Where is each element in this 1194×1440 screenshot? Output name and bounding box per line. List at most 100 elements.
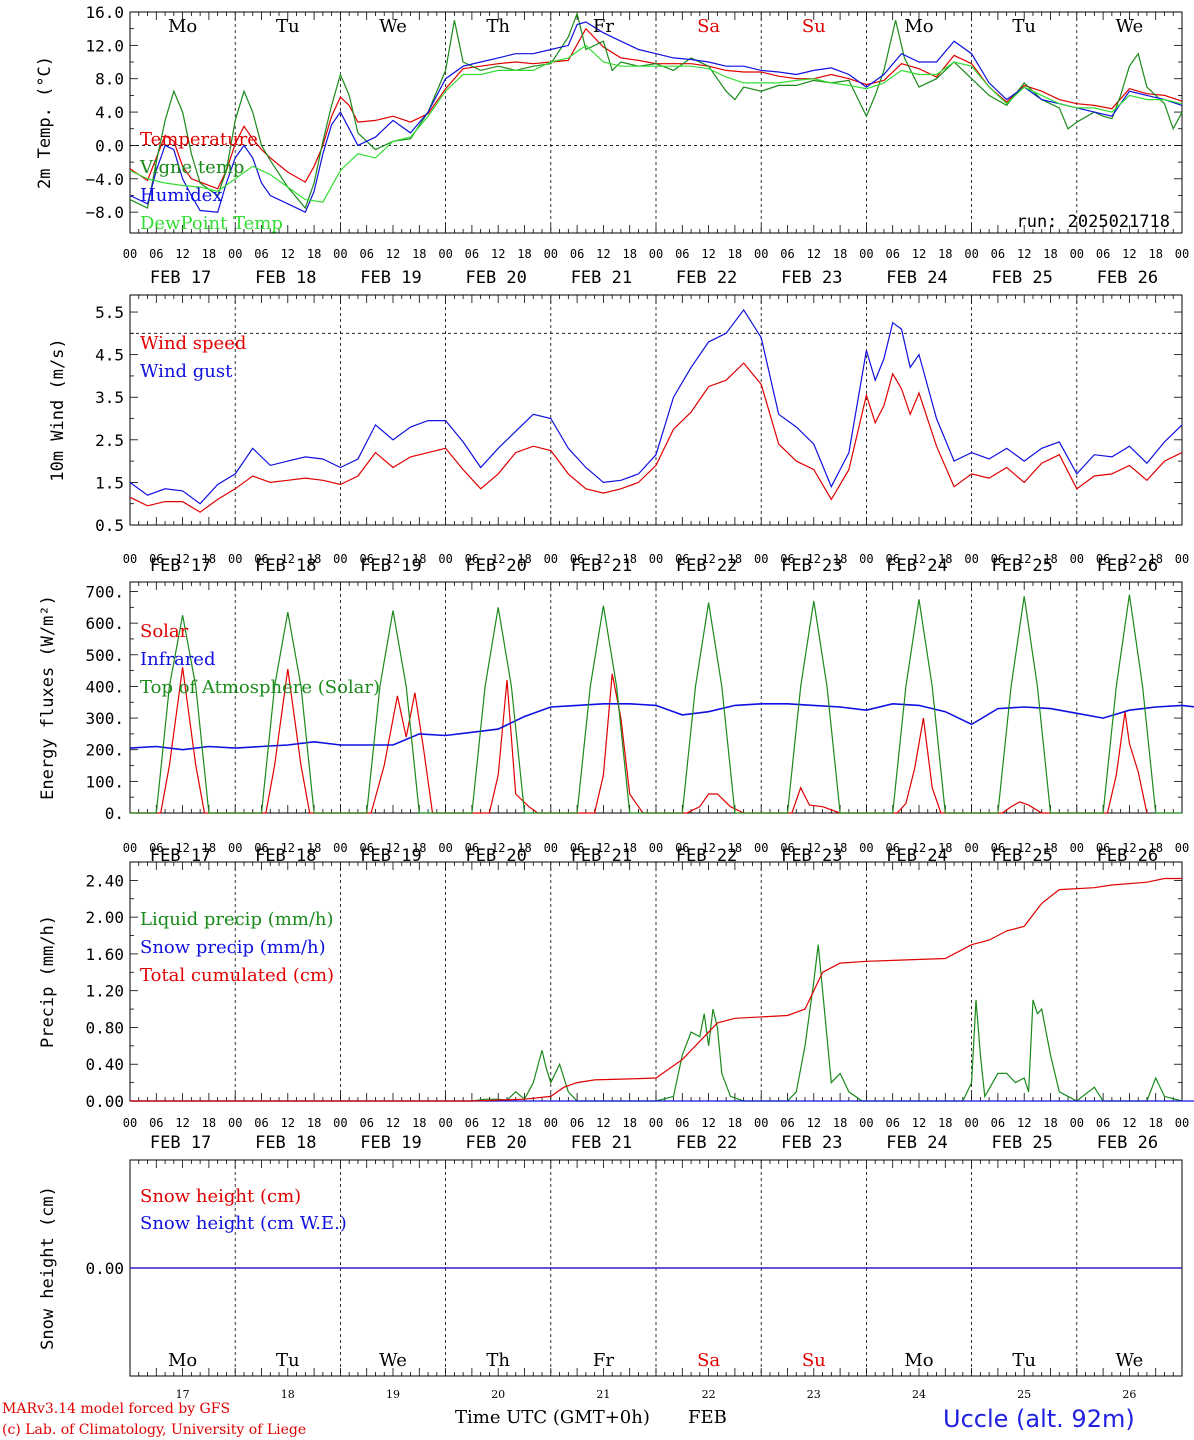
date-label: FEB 23: [781, 846, 842, 866]
date-label: FEB 26: [1097, 268, 1158, 288]
y-tick-label: 5.5: [95, 303, 124, 322]
y-tick-label: 0.80: [85, 1018, 124, 1037]
hour-tick-label: 00: [1070, 552, 1084, 566]
day-number: 18: [281, 1388, 295, 1401]
hour-tick-label: 00: [438, 1116, 452, 1130]
legend-entry: Top of Atmosphere (Solar): [140, 677, 380, 698]
date-label: FEB 21: [571, 846, 632, 866]
day-name: We: [1116, 16, 1144, 37]
hour-tick-label: 06: [465, 247, 479, 261]
hour-tick-label: 06: [570, 1116, 584, 1130]
hour-tick-label: 00: [123, 1116, 137, 1130]
day-number: 25: [1017, 1388, 1031, 1401]
y-tick-label: 400.: [85, 677, 124, 696]
date-label: FEB 20: [465, 556, 526, 576]
date-label: FEB 20: [465, 846, 526, 866]
hour-tick-label: 18: [833, 841, 847, 855]
hour-tick-label: 06: [675, 552, 689, 566]
date-label: FEB 26: [1097, 846, 1158, 866]
day-name: Mo: [168, 16, 197, 37]
hour-tick-label: 12: [1017, 1116, 1031, 1130]
hour-tick-label: 12: [701, 1116, 715, 1130]
hour-tick-label: 18: [517, 552, 531, 566]
hour-tick-label: 06: [254, 1116, 268, 1130]
y-tick-label: −4.0: [85, 170, 124, 189]
hour-tick-label: 18: [1043, 1116, 1057, 1130]
hour-tick-label: 18: [1148, 247, 1162, 261]
model-credit: MARv3.14 model forced by GFS: [2, 1401, 230, 1417]
hour-tick-label: 06: [885, 552, 899, 566]
hour-tick-label: 18: [517, 841, 531, 855]
hour-tick-label: 00: [544, 552, 558, 566]
date-label: FEB 19: [360, 268, 421, 288]
date-label: FEB 23: [781, 268, 842, 288]
hour-tick-label: 12: [1122, 841, 1136, 855]
legend-entry: Total cumulated (cm): [140, 965, 334, 986]
hour-tick-label: 18: [833, 1116, 847, 1130]
hour-tick-label: 18: [1043, 247, 1057, 261]
date-label: FEB 23: [781, 1133, 842, 1153]
y-tick-label: 0.: [105, 804, 124, 823]
hour-tick-label: 00: [228, 552, 242, 566]
hour-tick-label: 00: [754, 552, 768, 566]
hour-tick-label: 18: [622, 841, 636, 855]
hour-tick-label: 18: [412, 1116, 426, 1130]
y-axis-label: Precip (mm/h): [38, 915, 58, 1048]
hour-tick-label: 06: [780, 1116, 794, 1130]
date-label: FEB 22: [676, 268, 737, 288]
hour-tick-label: 18: [938, 841, 952, 855]
day-number: 20: [491, 1388, 505, 1401]
hour-tick-label: 18: [622, 552, 636, 566]
hour-tick-label: 00: [964, 1116, 978, 1130]
hour-tick-label: 18: [938, 1116, 952, 1130]
hour-tick-label: 12: [912, 247, 926, 261]
hour-tick-label: 18: [202, 247, 216, 261]
hour-tick-label: 12: [175, 247, 189, 261]
date-label: FEB 20: [465, 268, 526, 288]
hour-tick-label: 12: [701, 247, 715, 261]
hour-tick-label: 00: [228, 247, 242, 261]
day-name: Th: [486, 16, 510, 37]
hour-tick-label: 00: [438, 247, 452, 261]
hour-tick-label: 12: [596, 1116, 610, 1130]
hour-tick-label: 12: [1017, 247, 1031, 261]
month-label: FEB: [688, 1407, 727, 1428]
day-name: Fr: [593, 1350, 614, 1371]
hour-tick-label: 00: [228, 841, 242, 855]
hour-tick-label: 06: [780, 552, 794, 566]
series-line-humidex: [129, 21, 1183, 214]
y-tick-label: 0.5: [95, 516, 124, 535]
hour-tick-label: 06: [675, 247, 689, 261]
y-tick-label: 3.5: [95, 388, 124, 407]
series-line-wind-gust: [129, 308, 1183, 505]
date-label: FEB 18: [255, 846, 316, 866]
day-name: Tu: [1012, 16, 1036, 37]
day-name: We: [379, 1350, 407, 1371]
date-label: FEB 21: [571, 556, 632, 576]
panel-wind: 0.5 1.5 2.5 3.5 4.5 5.5 10m Wind (m/s) Wind spe…: [48, 294, 1189, 576]
hour-tick-label: 12: [386, 841, 400, 855]
hour-tick-label: 12: [807, 1116, 821, 1130]
date-label: FEB 23: [781, 556, 842, 576]
hour-tick-label: 18: [412, 841, 426, 855]
hour-tick-label: 12: [912, 1116, 926, 1130]
hour-tick-label: 12: [175, 552, 189, 566]
hour-tick-label: 12: [1122, 552, 1136, 566]
hour-tick-label: 06: [885, 247, 899, 261]
y-tick-label: 16.0: [85, 3, 124, 22]
day-number: 21: [596, 1388, 610, 1401]
panel-snow: 0.00 Snow height (cm) Snow height (cm) Snow…: [38, 1159, 1183, 1401]
series-line-wind-speed: [129, 362, 1183, 513]
hour-tick-label: 12: [912, 841, 926, 855]
hour-tick-label: 06: [359, 1116, 373, 1130]
hour-tick-label: 06: [885, 1116, 899, 1130]
day-number: 24: [912, 1388, 926, 1401]
hour-tick-label: 00: [544, 841, 558, 855]
day-number: 22: [702, 1388, 716, 1401]
hour-tick-label: 06: [780, 841, 794, 855]
hour-tick-label: 18: [1148, 1116, 1162, 1130]
hour-tick-label: 12: [807, 841, 821, 855]
legend-entry: Wind speed: [140, 333, 246, 354]
date-label: FEB 24: [886, 556, 947, 576]
hour-tick-label: 00: [649, 841, 663, 855]
